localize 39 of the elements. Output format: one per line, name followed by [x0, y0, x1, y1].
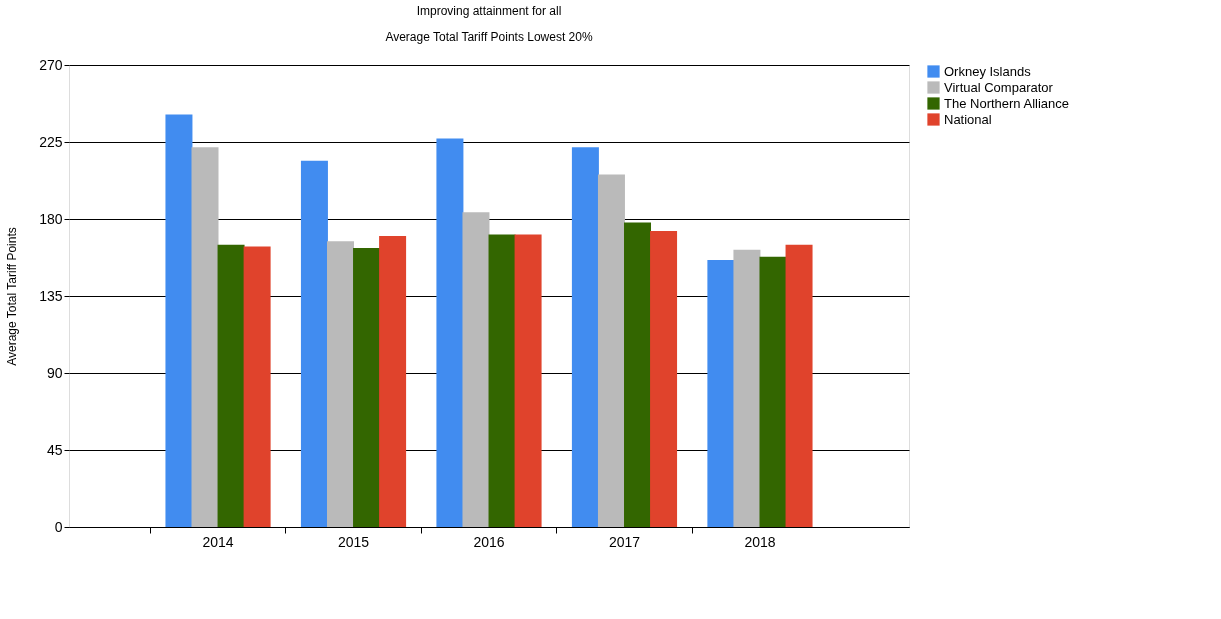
y-tick-label: 135 [39, 287, 63, 304]
bar [353, 248, 381, 527]
bar [571, 147, 599, 527]
bar [597, 174, 625, 527]
bar [165, 114, 193, 527]
bar [436, 138, 464, 527]
bar [733, 249, 761, 527]
y-axis-title: Average Total Tariff Points [5, 227, 20, 366]
y-tick-label: 270 [39, 56, 63, 73]
x-tick-label: 2015 [337, 533, 370, 550]
x-tick-label: 2016 [473, 533, 505, 550]
y-tick-label: 0 [54, 518, 63, 535]
bar [514, 234, 542, 527]
y-tick-label: 225 [39, 133, 63, 150]
legend-label: The Northern Alliance [944, 95, 1070, 111]
bar [785, 244, 813, 527]
x-tick-label: 2014 [202, 533, 234, 550]
bar [650, 230, 678, 527]
bar [624, 222, 652, 527]
bar [217, 244, 245, 527]
bar [191, 147, 219, 527]
bar [243, 246, 271, 527]
y-tick-label: 90 [46, 364, 63, 381]
legend-label: National [944, 111, 992, 127]
bar [759, 256, 787, 527]
legend-label: Virtual Comparator [944, 79, 1054, 95]
x-tick-label: 2018 [744, 533, 776, 550]
chart-title: Improving attainment for all [416, 4, 562, 18]
chart-subtitle: Average Total Tariff Points Lowest 20% [385, 30, 593, 44]
bar [379, 236, 407, 527]
bar [707, 260, 735, 527]
bar [488, 234, 516, 527]
x-tick-label: 2017 [608, 533, 641, 550]
bar [462, 212, 490, 527]
bar [300, 160, 328, 527]
legend-label: Orkney Islands [944, 63, 1032, 79]
y-tick-label: 180 [39, 210, 63, 227]
bar [326, 241, 354, 527]
y-tick-label: 45 [46, 441, 63, 458]
